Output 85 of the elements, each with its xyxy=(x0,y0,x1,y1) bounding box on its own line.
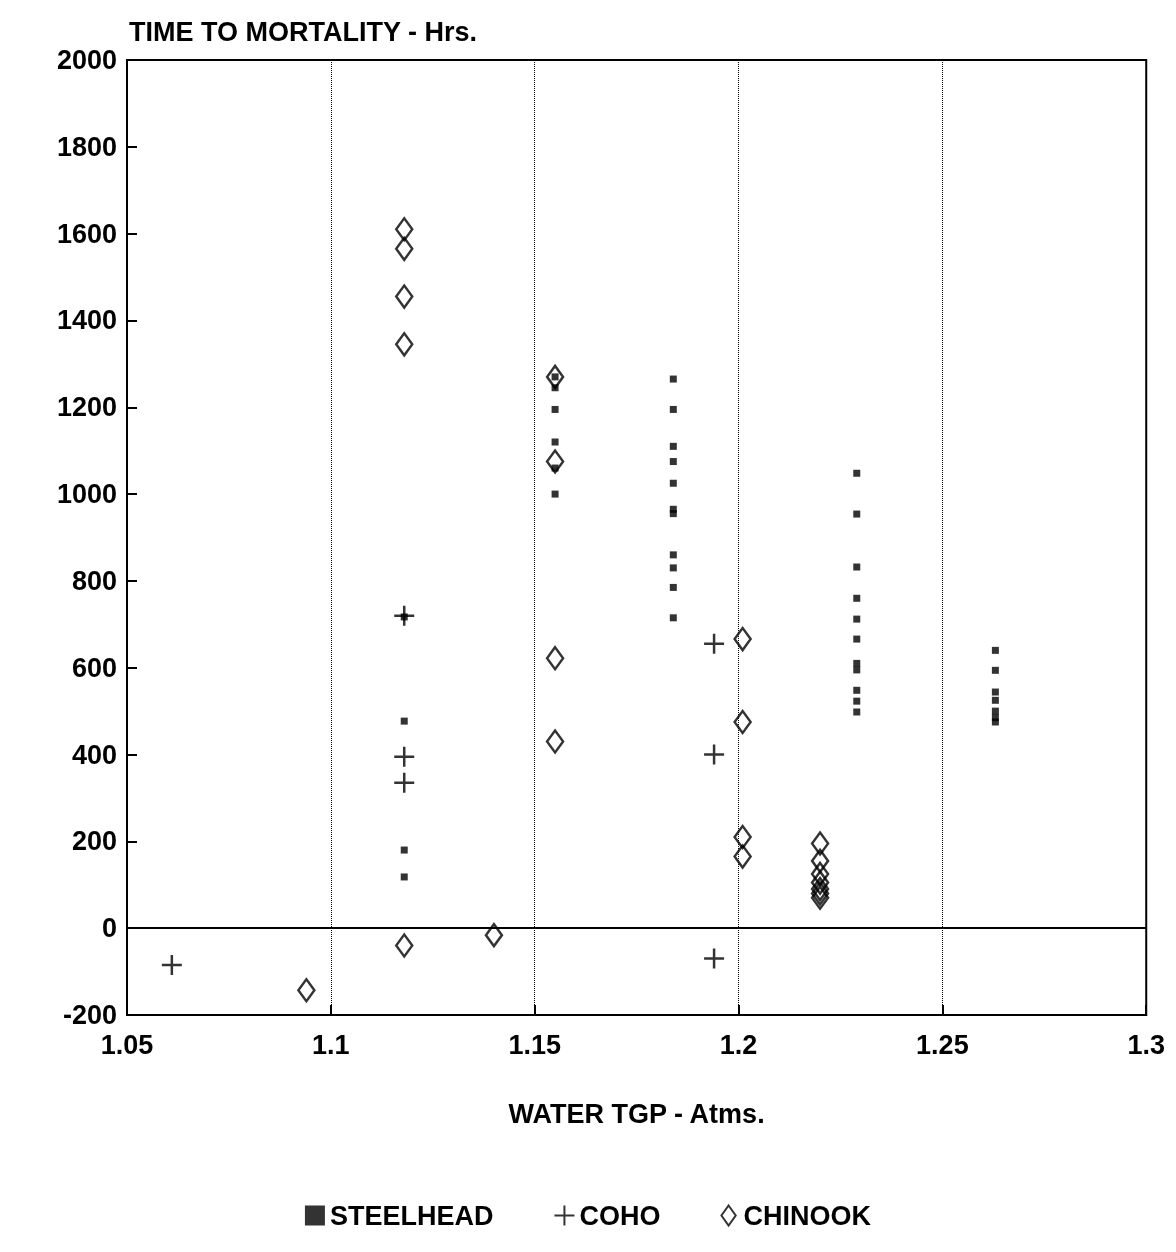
point xyxy=(702,632,726,656)
point xyxy=(394,217,414,242)
point xyxy=(551,438,559,446)
point xyxy=(484,922,504,948)
point xyxy=(669,583,677,591)
point xyxy=(733,844,752,869)
y-tick-label: 1600 xyxy=(56,218,117,249)
point xyxy=(991,666,999,674)
point xyxy=(991,696,999,704)
point xyxy=(669,375,677,383)
point xyxy=(392,604,416,627)
point xyxy=(394,236,414,262)
x-tick-label: 1.1 xyxy=(312,1029,350,1060)
point xyxy=(702,947,726,970)
point xyxy=(392,771,416,795)
point xyxy=(545,449,565,474)
point xyxy=(669,551,677,559)
point xyxy=(551,464,559,472)
legend-label: CHINOOK xyxy=(743,1200,872,1231)
point xyxy=(400,846,408,854)
point xyxy=(991,718,999,726)
x-tick-label: 1.3 xyxy=(1127,1029,1166,1060)
point xyxy=(853,666,861,674)
x-tick-label: 1.25 xyxy=(916,1029,969,1060)
point xyxy=(400,717,408,725)
point xyxy=(853,563,861,571)
point xyxy=(160,953,184,977)
y-tick-label: 600 xyxy=(71,652,117,683)
point xyxy=(297,978,316,1003)
y-tick-label: 1400 xyxy=(56,305,117,336)
x-axis-title: WATER TGP - Atms. xyxy=(508,1098,765,1129)
point xyxy=(810,885,830,911)
x-tick-label: 1.2 xyxy=(719,1029,758,1060)
point xyxy=(853,510,861,518)
y-tick-label: 400 xyxy=(71,739,117,770)
point xyxy=(669,479,677,487)
y-tick-label: 1200 xyxy=(56,392,117,423)
point xyxy=(551,490,559,498)
point xyxy=(392,745,416,768)
point xyxy=(669,442,677,450)
point xyxy=(853,708,861,716)
y-tick-label: 200 xyxy=(71,826,117,857)
point xyxy=(702,743,726,766)
point xyxy=(551,405,559,413)
y-tick-label: 800 xyxy=(71,565,117,596)
y-tick-label: 1800 xyxy=(56,131,117,162)
point xyxy=(394,284,414,309)
point xyxy=(853,686,861,694)
point xyxy=(991,646,999,654)
point xyxy=(551,384,559,392)
legend-label: COHO xyxy=(579,1200,661,1231)
point xyxy=(545,645,565,671)
point xyxy=(545,729,565,754)
point xyxy=(733,824,752,850)
point xyxy=(853,594,861,602)
point xyxy=(669,614,677,622)
point xyxy=(669,458,677,466)
point xyxy=(669,564,677,572)
y-axis-title: TIME TO MORTALITY - Hrs. xyxy=(129,16,478,47)
point xyxy=(853,615,861,623)
point xyxy=(810,861,830,887)
point xyxy=(669,405,677,413)
point xyxy=(853,635,861,643)
point xyxy=(810,876,830,902)
point xyxy=(669,510,677,518)
point xyxy=(810,870,830,895)
y-tick-label: -200 xyxy=(62,1000,117,1030)
point xyxy=(733,626,752,652)
point xyxy=(400,873,408,881)
legend-label: STEELHEAD xyxy=(329,1200,494,1231)
point xyxy=(810,831,830,856)
y-tick-label: 2000 xyxy=(56,45,117,75)
point xyxy=(394,332,414,357)
point xyxy=(853,697,861,705)
point xyxy=(991,688,999,696)
point xyxy=(810,881,830,906)
y-tick-label: 1000 xyxy=(56,479,117,510)
point xyxy=(733,709,752,735)
point xyxy=(394,933,414,958)
point xyxy=(400,613,408,621)
x-tick-label: 1.15 xyxy=(508,1029,561,1060)
y-tick-label: 0 xyxy=(101,913,117,944)
point xyxy=(853,469,861,477)
x-tick-label: 1.05 xyxy=(100,1029,154,1060)
point xyxy=(810,848,830,874)
